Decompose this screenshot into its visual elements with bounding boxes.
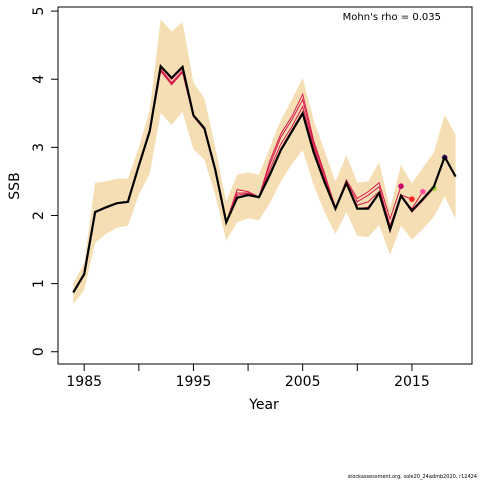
y-axis-label: SSB [7,172,23,199]
y-tick-label: 5 [31,7,47,16]
x-tick-label: 2015 [394,374,430,390]
footer: stockassessment.org, sole20_24admb2020, … [348,474,477,480]
x-axis-label: Year [248,397,279,413]
main-line [72,63,457,294]
confidence-band [73,19,456,305]
y-tick-label: 2 [31,211,47,220]
y-tick-label: 3 [31,143,47,152]
y-tick-label: 0 [31,347,47,356]
x-tick-label: 1985 [66,374,102,390]
end-point [398,183,404,189]
end-point [409,196,415,202]
x-tick-label: 1995 [176,374,212,390]
x-tick-label: 2005 [285,374,321,390]
y-tick-label: 1 [31,279,47,288]
plot-frame [57,6,473,365]
y-tick-label: 4 [31,75,47,84]
end-point [420,188,426,195]
annotation: Mohn's rho = 0.035 [343,12,441,23]
